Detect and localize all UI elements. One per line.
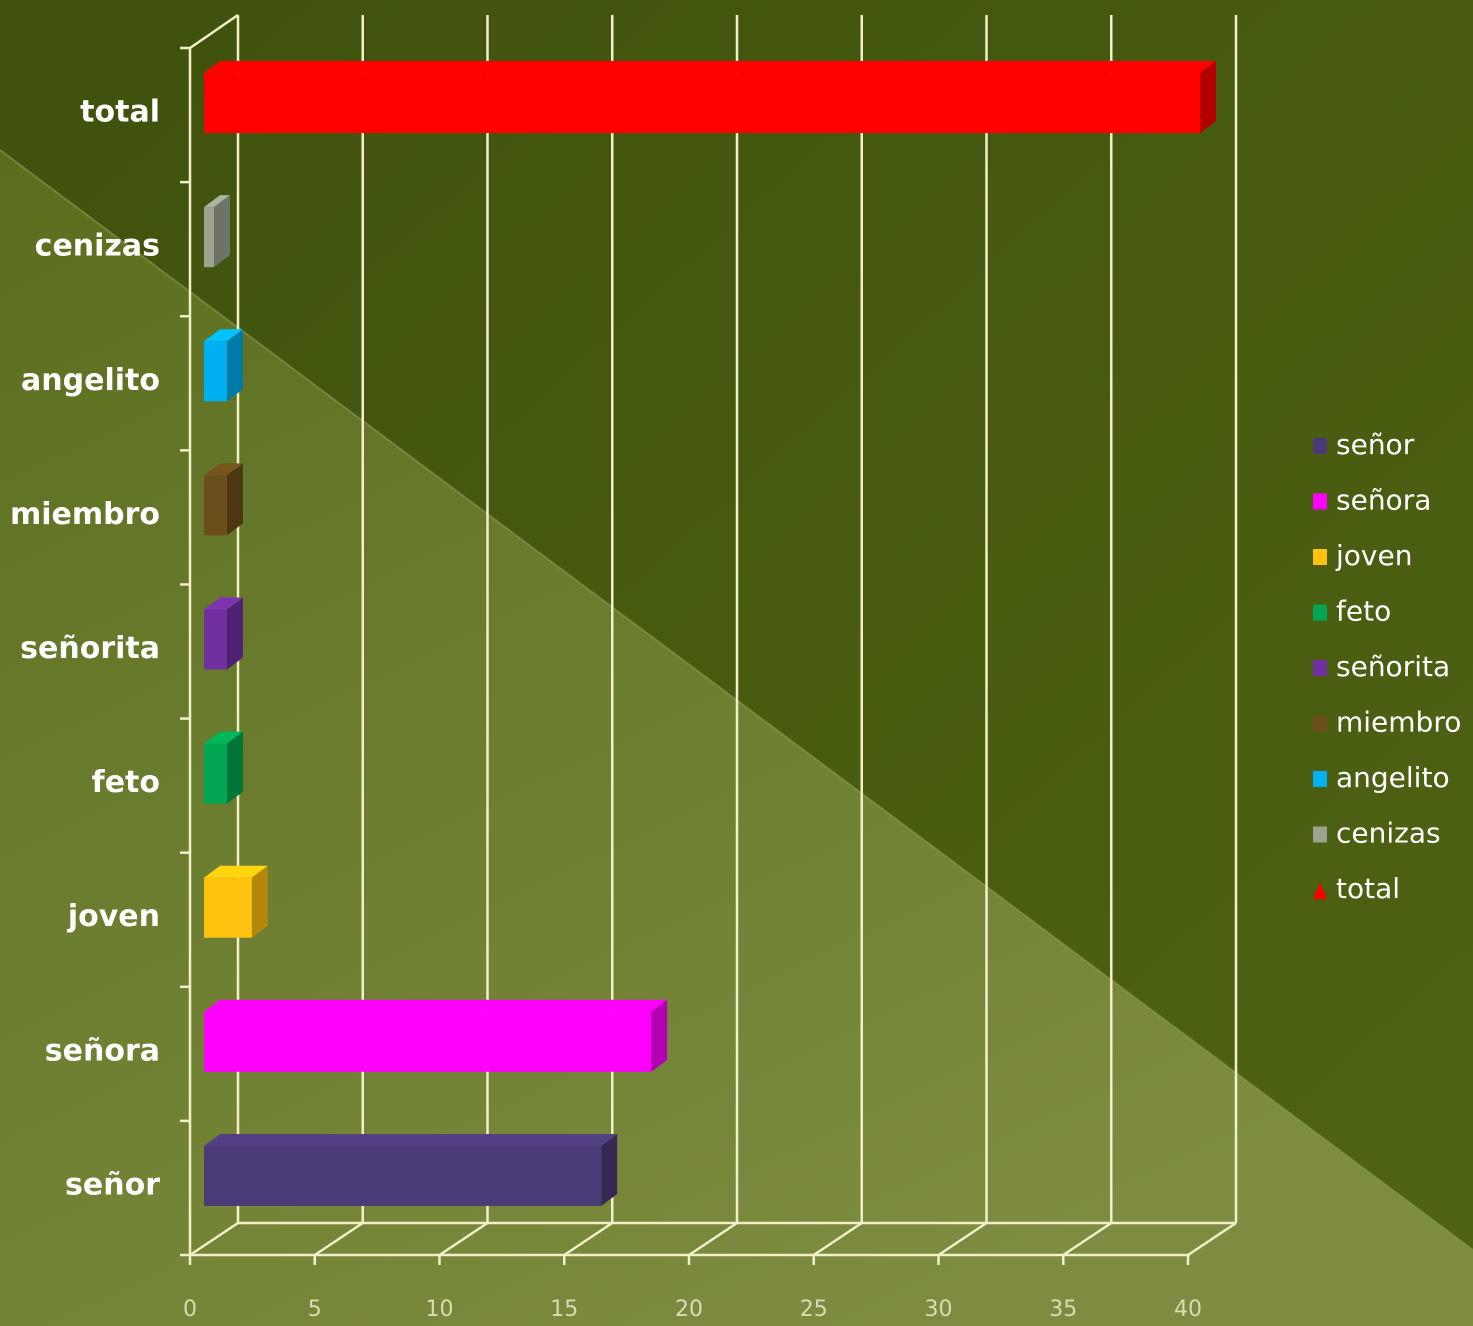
category-label-señor: señor — [65, 1167, 160, 1202]
bar-side-señora — [651, 999, 668, 1072]
bar-top-miembro — [204, 463, 243, 476]
x-axis-ticks: 0 5 10 15 20 25 30 35 40 — [183, 1297, 1202, 1322]
legend-label: cenizas — [1336, 817, 1441, 850]
bar-top-señorita — [204, 597, 243, 610]
chart-grid — [180, 13, 1238, 1265]
bar-total — [204, 61, 1216, 134]
floor-gridline-0 — [189, 1221, 239, 1257]
bar-señorita — [204, 597, 243, 670]
bar-top-feto — [204, 731, 243, 744]
bar-front-joven — [204, 877, 252, 938]
x-tick-label-40: 40 — [1174, 1297, 1202, 1322]
bar-joven — [204, 865, 268, 938]
floor-gridline-35 — [1062, 1221, 1112, 1257]
bar-side-angelito — [226, 329, 243, 402]
bar-top-cenizas — [204, 195, 230, 208]
category-label-cenizas: cenizas — [35, 229, 160, 264]
legend-item-feto: feto — [1313, 595, 1391, 628]
bar-front-cenizas — [204, 207, 214, 268]
bar-side-total — [1200, 61, 1216, 134]
bar-front-angelito — [204, 341, 227, 402]
bar-top-joven — [204, 865, 268, 878]
legend-item-joven: joven — [1313, 539, 1412, 572]
legend-swatch — [1313, 493, 1327, 510]
legend: señor señora joven feto señorita miembro angel… — [1313, 428, 1461, 905]
legend-item-total: total — [1313, 872, 1400, 905]
legend-label: miembro — [1336, 706, 1461, 739]
legend-label: señor — [1336, 428, 1415, 461]
category-labels: señor señora joven feto señorita miembro angel… — [10, 95, 160, 1203]
floor-gridline-25 — [813, 1221, 863, 1257]
legend-swatch — [1313, 549, 1327, 565]
bar-front-total — [204, 73, 1200, 134]
legend-item-miembro: miembro — [1313, 706, 1461, 739]
x-tick-label-35: 35 — [1049, 1297, 1077, 1322]
bar-side-joven — [251, 865, 268, 938]
x-tick-label-5: 5 — [308, 1297, 322, 1322]
bar-front-feto — [204, 743, 227, 804]
legend-item-angelito: angelito — [1313, 761, 1450, 794]
legend-swatch — [1313, 438, 1327, 454]
legend-label: señorita — [1336, 650, 1450, 683]
bar-front-señorita — [204, 609, 227, 670]
bar-front-miembro — [204, 475, 227, 536]
chart-bars — [204, 61, 1216, 1206]
legend-swatch — [1313, 883, 1327, 899]
legend-swatch — [1313, 604, 1327, 621]
category-label-señorita: señorita — [20, 631, 160, 666]
legend-swatch — [1313, 826, 1327, 843]
legend-item-señor: señor — [1313, 428, 1415, 461]
bar-side-señor — [601, 1133, 618, 1206]
floor-gridline-40 — [1187, 1221, 1237, 1257]
bar-angelito — [204, 329, 243, 402]
x-tick-label-25: 25 — [800, 1297, 828, 1322]
bar-side-miembro — [226, 463, 243, 536]
bar-top-angelito — [204, 329, 243, 342]
bar-side-feto — [226, 731, 243, 804]
category-label-angelito: angelito — [21, 363, 160, 398]
bar-miembro — [204, 463, 243, 536]
bar-side-cenizas — [214, 195, 230, 268]
legend-label: angelito — [1336, 761, 1450, 794]
bar-señora — [204, 999, 668, 1072]
category-label-joven: joven — [67, 899, 160, 934]
bar-cenizas — [204, 195, 230, 268]
bar-feto — [204, 731, 243, 804]
bar-top-total — [204, 61, 1216, 74]
bar-side-señorita — [226, 597, 243, 670]
legend-label: joven — [1335, 539, 1412, 572]
legend-label: señora — [1336, 484, 1431, 517]
legend-item-señora: señora — [1313, 484, 1431, 517]
x-tick-label-30: 30 — [925, 1297, 953, 1322]
x-tick-label-15: 15 — [550, 1297, 578, 1322]
floor-gridline-20 — [688, 1221, 738, 1257]
legend-swatch — [1313, 771, 1327, 787]
x-tick-label-10: 10 — [426, 1297, 454, 1322]
legend-swatch — [1313, 715, 1327, 732]
wall-top-edge — [189, 13, 239, 50]
legend-swatch — [1313, 660, 1327, 676]
legend-label: total — [1336, 872, 1400, 905]
x-tick-label-20: 20 — [675, 1297, 703, 1322]
bar-front-señora — [204, 1011, 652, 1072]
bar-top-señor — [204, 1133, 618, 1146]
legend-label: feto — [1336, 595, 1391, 628]
bar-señor — [204, 1133, 618, 1206]
bar-top-señora — [204, 999, 668, 1012]
floor-gridline-5 — [314, 1221, 364, 1257]
category-label-señora: señora — [45, 1033, 160, 1068]
floor-gridline-15 — [563, 1221, 613, 1257]
category-label-feto: feto — [92, 765, 160, 800]
floor-gridline-10 — [438, 1221, 489, 1257]
legend-item-señorita: señorita — [1313, 650, 1450, 683]
x-tick-label-0: 0 — [183, 1297, 197, 1322]
bar-front-señor — [204, 1145, 602, 1206]
category-label-total: total — [80, 95, 160, 130]
category-label-miembro: miembro — [10, 497, 160, 532]
legend-item-cenizas: cenizas — [1313, 817, 1441, 850]
floor-gridline-30 — [937, 1221, 988, 1257]
